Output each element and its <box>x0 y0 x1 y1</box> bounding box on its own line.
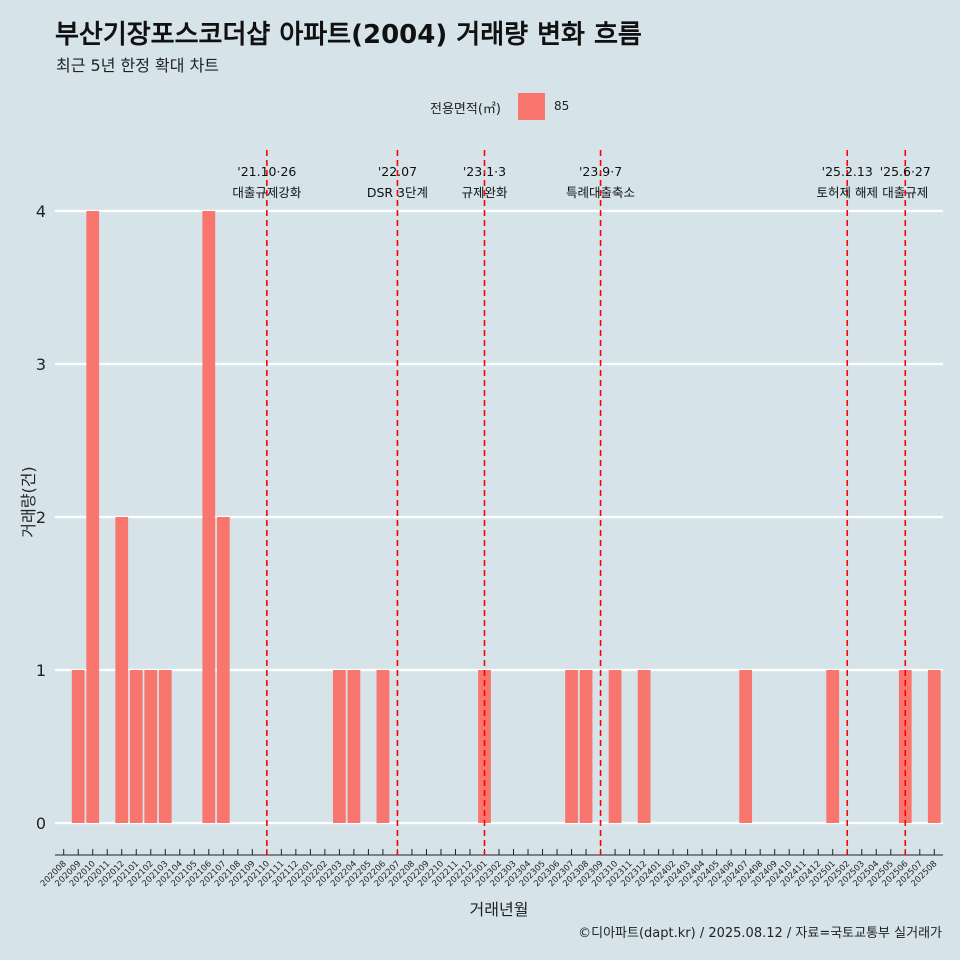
legend-label: 85 <box>554 99 570 113</box>
bar <box>579 670 593 823</box>
bar <box>927 670 941 823</box>
bar <box>608 670 622 823</box>
event-name-label: 규제완화 <box>461 185 508 200</box>
bar <box>202 211 216 823</box>
legend: 전용면적(㎡) 85 <box>0 93 960 121</box>
bar <box>144 670 158 823</box>
y-tick-label: 3 <box>36 355 46 374</box>
caption: ©디아파트(dapt.kr) / 2025.08.12 / 자료=국토교통부 실… <box>578 926 942 941</box>
bar <box>376 670 390 823</box>
event-name-label: 토허제 해제 <box>816 185 877 200</box>
event-date-label: '22.07 <box>378 164 417 179</box>
bar <box>826 670 840 823</box>
bar <box>86 211 100 823</box>
event-name-label: 대출규제 <box>882 185 928 200</box>
event-date-label: '25.2.13 <box>822 164 873 179</box>
event-date-label: '21.10·26 <box>237 164 296 179</box>
bar <box>216 517 230 823</box>
bar <box>565 670 578 823</box>
bar <box>333 670 346 823</box>
bar <box>347 670 361 823</box>
legend-title: 전용면적(㎡) <box>430 102 501 117</box>
y-tick-label: 2 <box>36 508 46 527</box>
bar <box>158 670 172 823</box>
event-date-label: '23.1·3 <box>463 164 506 179</box>
bar <box>71 670 85 823</box>
legend-swatch <box>518 93 545 120</box>
event-date-label: '25.6·27 <box>880 164 931 179</box>
bar <box>478 670 491 823</box>
x-axis-title: 거래년월 <box>470 900 529 919</box>
chart-title: 부산기장포스코더샵 아파트(2004) 거래량 변화 흐름 <box>55 20 642 50</box>
bar <box>129 670 143 823</box>
bar <box>115 517 129 823</box>
bar <box>739 670 753 823</box>
event-name-label: 대출규제강화 <box>232 185 302 200</box>
y-tick-label: 4 <box>36 202 46 221</box>
y-tick-label: 1 <box>36 661 46 680</box>
bar <box>898 670 912 823</box>
bar <box>637 670 651 823</box>
event-name-label: DSR 3단계 <box>367 185 428 200</box>
chart-subtitle: 최근 5년 한정 확대 차트 <box>56 56 220 75</box>
y-axis-title: 거래량(건) <box>19 466 38 537</box>
event-name-label: 특례대출축소 <box>566 185 635 200</box>
y-tick-label: 0 <box>36 814 46 833</box>
event-date-label: '23.9·7 <box>579 164 622 179</box>
